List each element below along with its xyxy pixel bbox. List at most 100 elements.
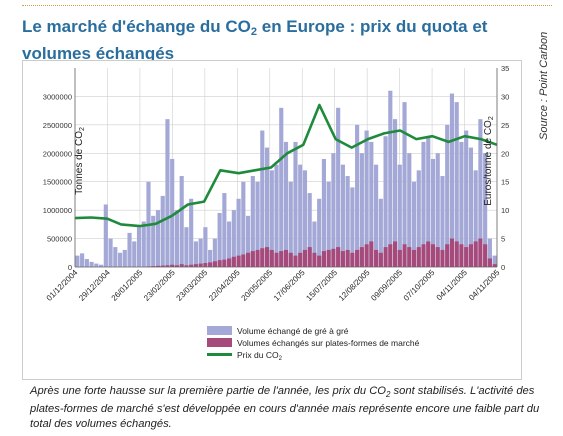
y-right-tick-label: 25 <box>501 121 509 130</box>
bar-exchange <box>317 255 322 267</box>
x-tick-label: 23/03/2005 <box>175 268 210 303</box>
bar-otc <box>136 227 142 267</box>
legend-label: Volume échangé de gré à gré <box>237 326 349 336</box>
bar-otc <box>84 259 89 267</box>
bar-otc <box>435 153 440 267</box>
source-label: Source : Point Carbon <box>538 31 550 140</box>
bar-exchange <box>350 252 355 267</box>
bar-otc <box>473 170 478 267</box>
bar-otc <box>274 164 279 267</box>
bar-otc <box>174 210 180 267</box>
bar-otc <box>255 181 260 267</box>
legend-label: Volumes échangés sur plates-formes de ma… <box>237 338 420 348</box>
bar-exchange <box>388 244 393 267</box>
legend-swatch <box>207 326 232 335</box>
bar-otc <box>321 158 327 267</box>
bar-otc <box>478 119 483 267</box>
bar-exchange <box>288 252 293 267</box>
bar-otc <box>411 181 417 267</box>
x-tick-label: 23/02/2005 <box>142 268 177 303</box>
y-left-tick-label: 3000000 <box>43 92 72 101</box>
y-left-tick-label: 1500000 <box>43 178 72 187</box>
bar-otc <box>317 198 322 267</box>
bar-otc <box>374 164 379 267</box>
bar-exchange <box>264 247 270 267</box>
bar-exchange <box>189 264 194 267</box>
bar-otc <box>236 198 241 267</box>
bar-otc <box>184 227 189 267</box>
bar-exchange <box>402 244 407 267</box>
y-right-tick-label: 10 <box>501 206 509 215</box>
bar-otc <box>426 136 431 267</box>
bar-otc <box>279 107 284 267</box>
bar-otc <box>103 204 108 267</box>
x-tick-label: 29/12/2004 <box>77 268 112 303</box>
bar-otc <box>454 102 459 267</box>
bar-exchange <box>260 248 265 267</box>
bar-exchange <box>312 252 317 267</box>
bar-otc <box>298 164 303 267</box>
bar-exchange <box>212 261 217 267</box>
chart-caption: Après une forte hausse sur la première p… <box>30 385 540 431</box>
bar-exchange <box>179 264 184 267</box>
bar-exchange <box>165 265 170 267</box>
bar-exchange <box>331 248 336 267</box>
y-right-tick-label: 5 <box>501 235 505 244</box>
bar-exchange <box>435 247 440 267</box>
bar-exchange <box>336 247 341 267</box>
bar-exchange <box>364 244 369 267</box>
bar-exchange <box>440 249 445 267</box>
bar-exchange <box>241 254 246 267</box>
x-tick-label: 17/06/2005 <box>272 268 307 303</box>
bar-exchange <box>208 262 213 267</box>
bar-otc <box>99 264 104 267</box>
bar-otc <box>421 141 426 267</box>
bar-exchange <box>293 255 298 267</box>
bar-exchange <box>155 265 161 267</box>
bar-otc <box>165 119 170 267</box>
bar-exchange <box>459 244 464 267</box>
x-tick-label: 15/07/2005 <box>304 268 339 303</box>
bar-exchange <box>274 252 279 267</box>
bar-otc <box>350 187 355 267</box>
bar-otc <box>250 176 255 267</box>
bar-otc <box>397 164 402 267</box>
x-tick-label: 04/11/2005 <box>467 268 502 303</box>
bar-exchange <box>359 247 364 267</box>
bar-otc <box>179 176 184 267</box>
legend-swatch <box>207 338 232 347</box>
bar-otc <box>264 147 270 267</box>
bar-otc <box>151 215 156 267</box>
bar-exchange <box>236 255 241 267</box>
bar-exchange <box>468 244 473 267</box>
bar-otc <box>127 232 132 267</box>
bar-otc <box>468 147 473 267</box>
bar-exchange <box>269 249 274 267</box>
bar-otc <box>312 221 317 267</box>
bar-otc <box>392 119 398 267</box>
bar-otc <box>155 210 161 267</box>
bar-otc <box>355 124 360 267</box>
bar-otc <box>492 255 497 267</box>
bar-exchange <box>170 264 175 267</box>
bar-otc <box>198 238 203 267</box>
bar-otc <box>241 181 246 267</box>
y-right-tick-label: 30 <box>501 92 509 101</box>
price-line <box>74 103 498 228</box>
bar-otc <box>222 193 227 267</box>
bar-otc <box>170 158 175 267</box>
bar-otc <box>483 153 488 267</box>
bar-otc <box>217 212 222 267</box>
bar-exchange <box>151 266 156 267</box>
y-left-tick-label: 500000 <box>47 235 72 244</box>
bar-otc <box>459 141 464 267</box>
bar-otc <box>336 107 341 267</box>
bar-exchange <box>203 263 208 267</box>
bar-otc <box>203 227 208 267</box>
bar-exchange <box>345 249 350 267</box>
bar-otc <box>445 124 450 267</box>
bar-exchange <box>302 249 308 267</box>
bar-otc <box>369 141 374 267</box>
y-right-tick-label: 0 <box>501 263 505 272</box>
bar-exchange <box>321 251 327 267</box>
